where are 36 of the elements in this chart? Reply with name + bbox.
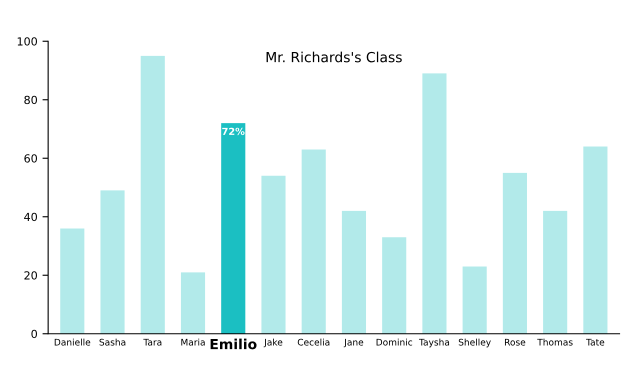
x-tick-label: Dominic xyxy=(376,338,412,346)
bar xyxy=(60,228,84,334)
bar xyxy=(221,123,246,334)
x-tick-label: Jane xyxy=(344,338,364,348)
bar xyxy=(302,149,326,334)
bar xyxy=(422,73,447,334)
x-tick-label: Tate xyxy=(586,338,604,346)
x-tick-label: Tara xyxy=(143,338,162,346)
bar xyxy=(382,237,406,334)
bar xyxy=(342,210,366,334)
x-tick-label: Jake xyxy=(264,338,282,348)
y-tick-label: 40 xyxy=(24,212,37,222)
bar xyxy=(100,190,125,334)
x-tick-label: Taysha xyxy=(418,338,450,348)
x-tick-label: Sasha xyxy=(100,338,126,346)
x-tick-label: Thomas xyxy=(537,338,573,346)
y-tick-label: 100 xyxy=(18,37,37,46)
y-tick-label: 20 xyxy=(24,271,37,280)
bar xyxy=(261,176,286,334)
x-tick-label: Emilio xyxy=(210,338,257,350)
x-tick-label: Shelley xyxy=(458,338,491,348)
bar xyxy=(180,272,206,334)
bar xyxy=(462,266,487,334)
y-tick-label: 0 xyxy=(31,330,37,338)
bar xyxy=(583,146,608,334)
bar xyxy=(502,172,527,334)
x-tick-label: Rose xyxy=(504,338,526,346)
data-label: 72% xyxy=(222,128,245,136)
y-tick-label: 60 xyxy=(24,154,37,163)
x-tick-label: Cecelia xyxy=(298,338,330,346)
bar xyxy=(140,56,165,334)
x-tick-label: Maria xyxy=(181,338,205,346)
bar xyxy=(543,210,568,334)
text: Mr. Richards's Class xyxy=(266,52,402,62)
x-tick-label: Danielle xyxy=(54,338,90,346)
y-tick-label: 80 xyxy=(24,96,37,104)
